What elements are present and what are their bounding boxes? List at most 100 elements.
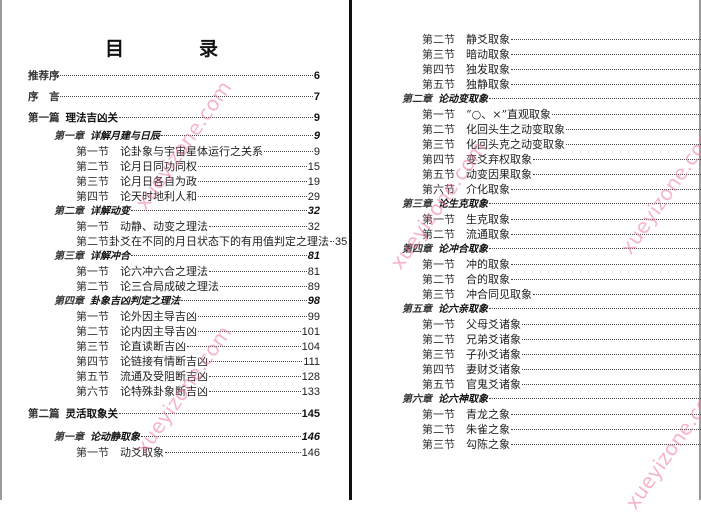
- toc-section-entry[interactable]: 第二节 论三合局成破之理法 89: [28, 279, 320, 294]
- toc-title: 目 录: [104, 38, 246, 60]
- dot-leader: [181, 300, 307, 301]
- toc-section-entry[interactable]: 第一节父母爻诸象177: [402, 317, 701, 332]
- toc-section-entry[interactable]: 第五节动变因果取象160: [402, 167, 701, 182]
- entry-number: 第一篇: [28, 112, 60, 124]
- toc-part-entry[interactable]: 第一篇 理法吉凶关 9: [28, 108, 320, 129]
- entry-number: 第三节: [422, 438, 455, 451]
- entry-number: 第四节: [422, 153, 455, 166]
- toc-chapter-entry[interactable]: 第三章论生克取象162: [402, 197, 701, 212]
- entry-title: 论链接有情断吉凶: [120, 355, 208, 368]
- toc-section-entry[interactable]: 第六节介化取象162: [402, 182, 701, 197]
- entry-number: 推荐序: [28, 70, 60, 82]
- page-number: 9: [313, 146, 320, 158]
- toc-section-entry[interactable]: 第二节 论月日同功同权 15: [28, 159, 320, 174]
- toc-part-entry[interactable]: 序 言 7: [28, 87, 320, 108]
- toc-section-entry[interactable]: 第四节 论天时地利人和 29: [28, 189, 320, 204]
- entry-title: 暗动取象: [466, 48, 510, 61]
- dot-leader: [489, 398, 701, 399]
- entry-number: 第二节: [76, 325, 109, 338]
- dot-leader: [489, 203, 701, 204]
- toc-chapter-entry[interactable]: 第二章 详解动变 32: [28, 204, 320, 219]
- dot-leader: [119, 413, 301, 414]
- dot-leader: [533, 174, 701, 175]
- dot-leader: [119, 117, 313, 118]
- toc-chapter-entry[interactable]: 第四章论冲合取象168: [402, 242, 701, 257]
- toc-section-entry[interactable]: 第四节变爻弃权取象158: [402, 152, 701, 167]
- entry-number: 第五节: [76, 370, 109, 383]
- toc-section-entry[interactable]: 第三节 论月日各自为政 19: [28, 174, 320, 189]
- toc-section-entry[interactable]: 第三节 论直读断吉凶 104: [28, 339, 320, 354]
- toc-chapter-entry[interactable]: 第一章 详解月建与日辰 9: [28, 129, 320, 144]
- toc-section-entry[interactable]: 第二节 论内因主导吉凶 101: [28, 324, 320, 339]
- toc-section-entry[interactable]: 第二节兄弟爻诸象179: [402, 332, 701, 347]
- entry-number: 第二节: [422, 333, 455, 346]
- toc-section-entry[interactable]: 第三节子孙爻诸象181: [402, 347, 701, 362]
- entry-title: 生克取象: [466, 213, 510, 226]
- entry-title: 论生克取象: [438, 199, 488, 210]
- page-number: 15: [307, 161, 320, 173]
- toc-part-entry[interactable]: 第二篇 灵活取象关 145: [28, 404, 320, 425]
- page-number: 146: [301, 447, 320, 459]
- entry-title: 合的取象: [466, 273, 510, 286]
- dot-leader: [209, 271, 307, 272]
- toc-section-entry[interactable]: 第一节生克取象163: [402, 212, 701, 227]
- toc-chapter-entry[interactable]: 第六章论六神取象186: [402, 392, 701, 407]
- dot-leader: [141, 436, 301, 437]
- toc-section-entry[interactable]: 第五节官鬼爻诸象184: [402, 377, 701, 392]
- dot-leader: [198, 196, 307, 197]
- toc-section-entry[interactable]: 第五节 流通及受阻断吉凶 128: [28, 369, 320, 384]
- toc-section-entry[interactable]: 第三节化回头克之动变取象157: [402, 137, 701, 152]
- entry-title: 妻财爻诸象: [466, 363, 521, 376]
- entry-number: 第一节: [422, 318, 455, 331]
- toc-section-entry[interactable]: 第二节流通取象165: [402, 227, 701, 242]
- toc-section-entry[interactable]: 第一节“○、×”直观取象154: [402, 107, 701, 122]
- dot-leader: [220, 286, 307, 287]
- toc-section-entry[interactable]: 第四节独发取象152: [402, 62, 701, 77]
- toc-chapter-entry[interactable]: 第四章 卦象吉凶判定之理法 98: [28, 294, 320, 309]
- page-number: 111: [303, 356, 320, 368]
- page-number: 32: [307, 205, 320, 217]
- toc-section-entry[interactable]: 第三节勾陈之象193: [402, 437, 701, 452]
- entry-number: 第三节: [422, 138, 455, 151]
- toc-chapter-entry[interactable]: 第五章论六亲取象176: [402, 302, 701, 317]
- toc-section-entry[interactable]: 第五节独静取象153: [402, 77, 701, 92]
- dot-leader: [330, 241, 334, 242]
- toc-chapter-entry[interactable]: 第一章 论动静取象 146: [28, 430, 320, 445]
- toc-section-entry[interactable]: 第二节合的取象171: [402, 272, 701, 287]
- dot-leader: [187, 346, 301, 347]
- toc-chapter-entry[interactable]: 第二章论动变取象153: [402, 92, 701, 107]
- toc-section-entry[interactable]: 第四节 论链接有情断吉凶 111: [28, 354, 320, 369]
- toc-section-entry[interactable]: 第一节青龙之象191: [402, 407, 701, 422]
- toc-section-entry[interactable]: 第四节妻财爻诸象182: [402, 362, 701, 377]
- toc-section-entry[interactable]: 第六节 论特殊卦象断吉凶 133: [28, 384, 320, 399]
- page-number: 9: [313, 112, 320, 124]
- entry-title: 卦爻在不同的月日状态下的有用值判定之理法: [109, 235, 329, 248]
- toc-section-entry[interactable]: 第一节 动静、动变之理法 32: [28, 219, 320, 234]
- toc-section-entry[interactable]: 第一节 论外因主导吉凶 99: [28, 309, 320, 324]
- toc-chapter-entry[interactable]: 第三章 详解冲合 81: [28, 249, 320, 264]
- toc-part-entry[interactable]: 推荐序 6: [28, 66, 320, 87]
- toc-section-entry[interactable]: 第一节 论卦象与宇宙星体运行之关系 9: [28, 144, 320, 159]
- entry-number: 第四节: [422, 363, 455, 376]
- entry-title: 详解动变: [90, 206, 130, 217]
- toc-section-entry[interactable]: 第二节朱雀之象192: [402, 422, 701, 437]
- entry-title: 介化取象: [466, 183, 510, 196]
- toc-section-entry[interactable]: 第二节 卦爻在不同的月日状态下的有用值判定之理法 35: [28, 234, 347, 249]
- toc-section-entry[interactable]: 第二节静爻取象148: [402, 32, 701, 47]
- toc-section-entry[interactable]: 第一节冲的取象168: [402, 257, 701, 272]
- toc-section-entry[interactable]: 第一节 动爻取象 146: [28, 445, 320, 460]
- toc-section-entry[interactable]: 第一节 论六冲六合之理法 81: [28, 264, 320, 279]
- entry-title: 卦象吉凶判定之理法: [90, 296, 180, 307]
- entry-number: 第四章: [54, 296, 84, 307]
- entry-number: 第一章: [54, 131, 84, 142]
- entry-title: 论内因主导吉凶: [120, 325, 197, 338]
- entry-title: 冲的取象: [466, 258, 510, 271]
- toc-section-entry[interactable]: 第三节暗动取象150: [402, 47, 701, 62]
- dot-leader: [209, 376, 301, 377]
- right-page: 第二节静爻取象148第三节暗动取象150第四节独发取象152第五节独静取象153…: [352, 0, 701, 500]
- entry-title: 朱雀之象: [466, 423, 510, 436]
- entry-title: 变爻弃权取象: [466, 153, 532, 166]
- toc-section-entry[interactable]: 第三节冲合同见取象174: [402, 287, 701, 302]
- dot-leader: [489, 98, 701, 99]
- toc-section-entry[interactable]: 第二节化回头生之动变取象156: [402, 122, 701, 137]
